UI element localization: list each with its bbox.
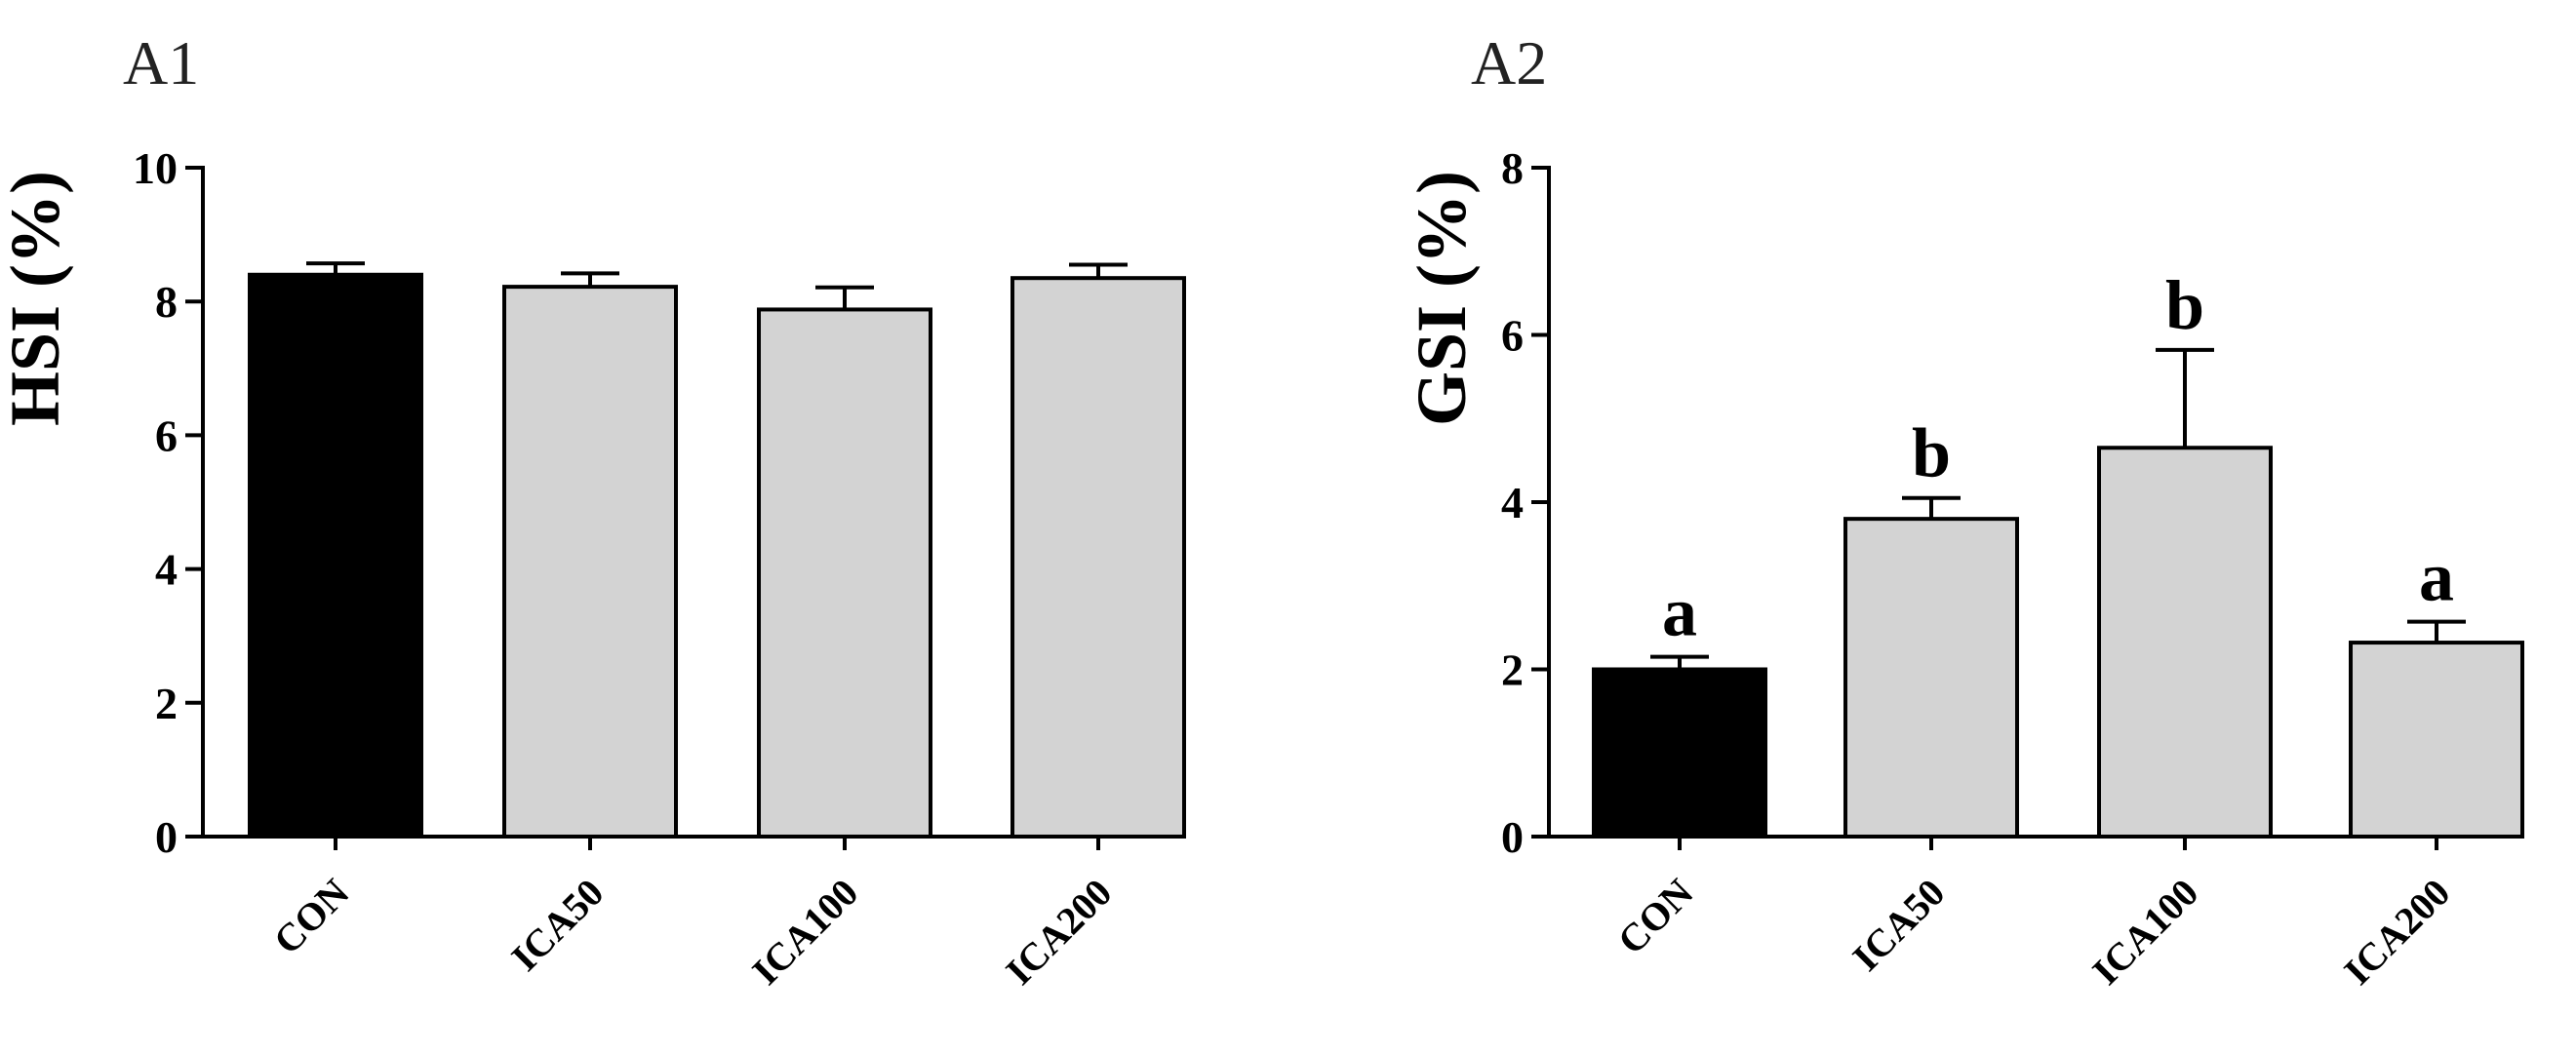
bar	[502, 285, 678, 839]
y-tick-label: 0	[155, 812, 178, 862]
category-label: ICA200	[997, 871, 1120, 994]
bar	[1592, 667, 1767, 839]
category-label: CON	[265, 870, 358, 962]
bar	[757, 307, 932, 839]
y-tick-label: 6	[155, 410, 178, 460]
significance-label: b	[1912, 414, 1951, 492]
y-tick-label: 6	[1501, 311, 1524, 361]
y-tick-label: 10	[133, 143, 178, 193]
y-tick-label: 8	[155, 277, 178, 327]
y-tick-label: 4	[1501, 478, 1524, 527]
panel-label: A1	[123, 28, 199, 98]
bar	[2097, 446, 2273, 839]
panel-label: A2	[1471, 28, 1547, 98]
bar	[1011, 276, 1186, 839]
y-axis-title: HSI (%)	[0, 171, 74, 426]
bar	[2349, 641, 2524, 839]
y-tick-label: 2	[155, 679, 178, 728]
panel-a2: A2 GSI (%) a CON b ICA50 b ICA100 a ICA200 0 2 4 6 8	[1403, 28, 2524, 994]
y-axis-title: GSI (%)	[1403, 171, 1481, 426]
significance-label: a	[2419, 538, 2454, 616]
bar	[248, 272, 423, 839]
bar	[1843, 517, 2019, 839]
y-tick-label: 2	[1501, 645, 1524, 695]
y-tick-label: 4	[155, 545, 178, 595]
category-label: ICA200	[2335, 871, 2458, 994]
y-tick-label: 8	[1501, 143, 1524, 193]
category-label: ICA100	[743, 871, 866, 994]
significance-label: a	[1662, 573, 1697, 651]
category-label: CON	[1609, 870, 1702, 962]
panel-a1: A1 HSI (%) CON ICA50 ICA100 ICA200 0 2 4 6 8 10	[0, 28, 1186, 994]
category-label: ICA50	[1843, 871, 1953, 980]
significance-label: b	[2165, 266, 2204, 344]
category-label: ICA50	[502, 871, 612, 980]
category-label: ICA100	[2083, 871, 2206, 994]
y-tick-label: 0	[1501, 812, 1524, 862]
